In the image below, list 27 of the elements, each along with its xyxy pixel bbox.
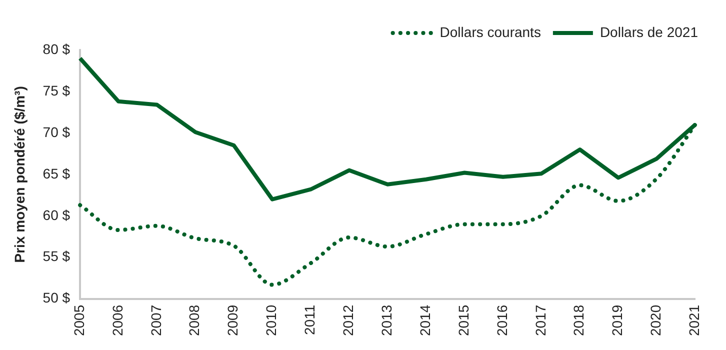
y-tick-label: 75 $ [42,82,70,98]
legend-label: Dollars de 2021 [600,24,698,40]
x-tick-label: 2008 [186,304,202,336]
y-tick-label: 50 $ [42,290,70,306]
x-tick-label: 2021 [686,304,702,336]
y-tick-label: 60 $ [42,206,70,223]
y-tick-label: 65 $ [42,165,70,182]
x-tick-label: 2017 [532,304,548,336]
y-axis-title: Prix moyen pondéré ($/m³) [11,86,28,263]
x-tick-label: 2019 [609,304,626,336]
x-tick-label: 2010 [263,304,280,336]
x-tick-label: 2018 [570,304,587,336]
x-tick-label: 2012 [340,304,356,336]
y-tick-label: 55 $ [42,248,70,264]
x-tick-label: 2014 [416,304,433,336]
x-tick-label: 2011 [302,304,318,335]
x-tick-label: 2009 [224,304,241,336]
x-tick-label: 2016 [494,304,510,336]
x-tick-label: 2006 [109,304,126,336]
x-tick-label: 2005 [70,304,87,336]
x-tick-label: 2020 [648,304,664,336]
x-tick-label: 2007 [148,304,164,336]
x-tick-label: 2015 [455,304,472,336]
legend-label: Dollars courants [440,24,541,40]
x-tick-label: 2013 [378,304,394,336]
y-tick-label: 80 $ [42,40,70,57]
y-tick-label: 70 $ [42,124,70,140]
